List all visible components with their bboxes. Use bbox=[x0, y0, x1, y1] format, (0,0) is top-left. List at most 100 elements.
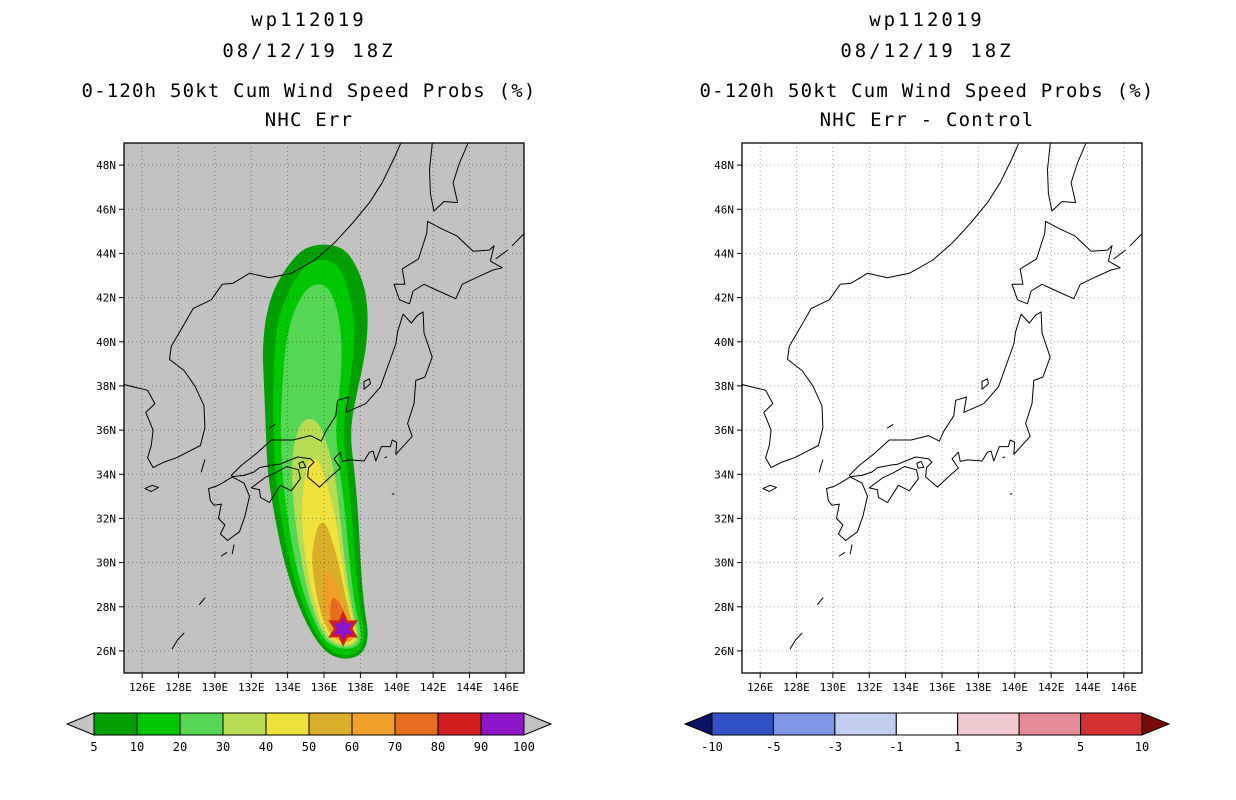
coastline-honshu bbox=[230, 311, 433, 488]
lon-tick-label: 142E bbox=[420, 681, 447, 694]
chart-subtitle: 0-120h 50kt Cum Wind Speed Probs (%) bbox=[81, 79, 537, 102]
lon-tick-label: 134E bbox=[892, 681, 919, 694]
contour-level-90 bbox=[333, 617, 353, 641]
init-datetime-title: 08/12/19 18Z bbox=[222, 39, 396, 62]
coastlines bbox=[742, 143, 1142, 650]
coastline-etorofu bbox=[511, 234, 524, 247]
coastline-izu-oshima bbox=[384, 456, 388, 459]
colorbar-tick-label: -1 bbox=[889, 740, 903, 754]
difference-map: 126E 128E 130E 132E 134E 136E 138E 140E 142E 144E… bbox=[714, 142, 1143, 694]
coastline-hokkaido bbox=[393, 221, 503, 305]
colorbar-box bbox=[351, 712, 396, 736]
coastline-kyushu bbox=[208, 476, 250, 542]
coastline-sakhalin bbox=[1047, 143, 1087, 212]
colorbar-box bbox=[957, 712, 1020, 736]
colorbar-tick-label: 50 bbox=[302, 740, 316, 754]
colorbar-box bbox=[136, 712, 181, 736]
colorbar-tick-label: 10 bbox=[1135, 740, 1149, 754]
axis-labels: 126E 128E 130E 132E 134E 136E 138E 140E 142E 144E… bbox=[714, 159, 1137, 694]
coastline-shikoku bbox=[250, 466, 301, 504]
coastline-mainland-asia bbox=[742, 143, 1019, 469]
colorbar-tick-label: 70 bbox=[388, 740, 402, 754]
colorbar-tick-label: 60 bbox=[345, 740, 359, 754]
coastline-yakushima bbox=[838, 552, 846, 557]
colorbar-tick-label: 5 bbox=[90, 740, 97, 754]
lat-tick-label: 30N bbox=[96, 557, 116, 570]
colorbar-tick-label: 40 bbox=[259, 740, 273, 754]
colorbar-tick-label: 80 bbox=[431, 740, 445, 754]
probability-contours bbox=[262, 244, 368, 659]
lat-tick-label: 38N bbox=[96, 380, 116, 393]
coastline-tsushima bbox=[200, 459, 206, 473]
colorbar-box bbox=[222, 712, 267, 736]
colorbar-right-cap bbox=[523, 712, 553, 737]
coastline-kunashiri bbox=[495, 249, 509, 260]
graticule bbox=[124, 143, 524, 674]
coastline-kyushu bbox=[826, 476, 868, 542]
colorbar-tick-label: 10 bbox=[130, 740, 144, 754]
lon-tick-label: 146E bbox=[1111, 681, 1138, 694]
colorbar-tick-label: 5 bbox=[1077, 740, 1084, 754]
lat-tick-label: 40N bbox=[96, 336, 116, 349]
lat-tick-label: 38N bbox=[714, 380, 734, 393]
coastline-amami bbox=[817, 597, 824, 606]
lon-tick-label: 144E bbox=[1074, 681, 1101, 694]
coastline-jeju bbox=[762, 485, 777, 493]
lat-tick-label: 26N bbox=[96, 645, 116, 658]
coastline-okinawa bbox=[789, 633, 803, 650]
coastline-izu-oshima bbox=[1002, 456, 1006, 459]
lat-tick-label: 26N bbox=[714, 645, 734, 658]
colorbar-left-cap bbox=[65, 712, 95, 737]
lat-tick-label: 32N bbox=[714, 513, 734, 526]
colorbar-box bbox=[93, 712, 138, 736]
colorbar-box bbox=[834, 712, 897, 736]
storm-id-title: wp112019 bbox=[251, 9, 367, 31]
colorbar-box bbox=[480, 712, 525, 736]
lat-tick-label: 46N bbox=[714, 204, 734, 217]
lon-tick-label: 138E bbox=[347, 681, 374, 694]
lon-tick-label: 146E bbox=[493, 681, 520, 694]
lat-tick-label: 40N bbox=[714, 336, 734, 349]
panel-nhc-err: wp112019 08/12/19 18Z 0-120h 50kt Cum Wi… bbox=[65, 9, 553, 754]
lon-tick-label: 128E bbox=[165, 681, 192, 694]
colorbar-tick-label: 20 bbox=[173, 740, 187, 754]
colorbar-boxes bbox=[683, 712, 1171, 737]
coastline-tsushima bbox=[818, 459, 824, 473]
colorbar-box bbox=[308, 712, 353, 736]
lon-tick-label: 142E bbox=[1038, 681, 1065, 694]
lat-tick-label: 34N bbox=[714, 469, 734, 482]
lon-tick-label: 140E bbox=[383, 681, 410, 694]
coastline-oki bbox=[887, 424, 894, 429]
axis-labels: 126E 128E 130E 132E 134E 136E 138E 140E 142E 144E… bbox=[96, 159, 519, 694]
difference-colorbar: -10 -5 -3 -1 1 3 5 10 bbox=[683, 712, 1171, 754]
lat-tick-label: 36N bbox=[714, 424, 734, 437]
colorbar-box bbox=[437, 712, 482, 736]
lon-tick-label: 134E bbox=[274, 681, 301, 694]
probability-colorbar: 5 10 20 30 40 50 60 70 80 90 100 bbox=[65, 712, 553, 754]
axis-ticks bbox=[119, 164, 507, 679]
experiment-label: NHC Err bbox=[264, 108, 354, 131]
lon-tick-label: 138E bbox=[965, 681, 992, 694]
colorbar-box bbox=[1018, 712, 1082, 736]
coastline-sado bbox=[363, 378, 371, 391]
lon-tick-label: 136E bbox=[311, 681, 338, 694]
lat-tick-label: 34N bbox=[96, 469, 116, 482]
coastline-jeju bbox=[144, 485, 159, 493]
colorbar-box bbox=[394, 712, 439, 736]
experiment-label: NHC Err - Control bbox=[819, 108, 1035, 131]
colorbar-labels: -10 -5 -3 -1 1 3 5 10 bbox=[701, 740, 1149, 754]
coastline-sado bbox=[981, 378, 989, 391]
probability-map: 126E 128E 130E 132E 134E 136E 138E 140E 142E 144E… bbox=[96, 142, 525, 694]
lon-tick-label: 126E bbox=[747, 681, 774, 694]
coastline-oki bbox=[269, 424, 276, 429]
colorbar-box bbox=[265, 712, 310, 736]
coastline-kunashiri bbox=[1113, 249, 1127, 260]
coastline-tanegashima bbox=[231, 544, 235, 555]
lat-tick-label: 28N bbox=[96, 601, 116, 614]
coastline-awaji bbox=[298, 461, 307, 469]
lat-tick-label: 42N bbox=[96, 292, 116, 305]
lat-tick-label: 46N bbox=[96, 204, 116, 217]
colorbar-tick-label: 30 bbox=[216, 740, 230, 754]
colorbar-labels: 5 10 20 30 40 50 60 70 80 90 100 bbox=[90, 740, 534, 754]
